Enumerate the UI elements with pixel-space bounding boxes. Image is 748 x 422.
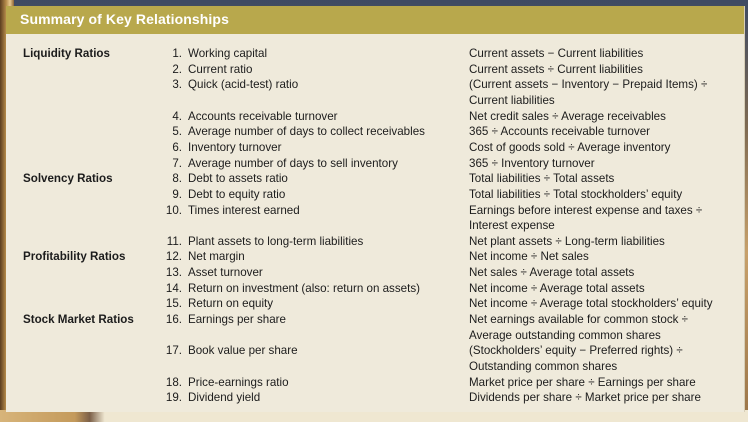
table-row: Outstanding common shares bbox=[6, 359, 744, 375]
ratio-name: Inventory turnover bbox=[188, 140, 282, 154]
ratio-name: Current ratio bbox=[188, 62, 253, 76]
ratio-number: 8. bbox=[172, 172, 182, 186]
ratio-name: Accounts receivable turnover bbox=[188, 109, 338, 123]
table-row: Stock Market Ratios 16. Earnings per share… bbox=[6, 312, 744, 328]
ratio-number: 1. bbox=[172, 47, 182, 60]
ratio-name: Price-earnings ratio bbox=[188, 375, 289, 389]
ratio-formula: Cost of goods sold ÷ Average inventory bbox=[469, 140, 671, 154]
ratio-number: 12. bbox=[165, 250, 182, 264]
ratio-formula: Net earnings available for common stock … bbox=[469, 313, 689, 327]
ratio-category: Solvency Ratios bbox=[23, 172, 113, 186]
table-row: Interest expense bbox=[6, 218, 744, 234]
table-row: Current liabilities bbox=[6, 93, 744, 109]
table-row: 19. Dividend yield Dividends per share ÷ M… bbox=[6, 390, 744, 406]
table-row: Liquidity Ratios 1. Working capital Current… bbox=[6, 46, 744, 62]
ratio-number: 4. bbox=[172, 109, 182, 123]
ratio-formula: Net plant assets ÷ Long-term liabilities bbox=[469, 234, 665, 248]
ratio-formula: Net income ÷ Average total stockholders’… bbox=[469, 297, 713, 311]
table-row: Profitability Ratios 12. Net margin Net inc… bbox=[6, 249, 744, 265]
ratio-formula: (Current assets − Inventory − Prepaid It… bbox=[469, 78, 708, 92]
table-row: 6. Inventory turnover Cost of goods sold ÷… bbox=[6, 140, 744, 156]
ratio-formula: Market price per share ÷ Earnings per sh… bbox=[469, 375, 696, 389]
ratio-formula: (Stockholders’ equity − Preferred rights… bbox=[469, 344, 683, 358]
ratio-name: Quick (acid-test) ratio bbox=[188, 78, 299, 92]
ratio-formula: 365 ÷ Inventory turnover bbox=[469, 156, 595, 170]
ratio-name: Times interest earned bbox=[188, 203, 300, 217]
panel-header: Summary of Key Relationships bbox=[6, 6, 744, 34]
ratio-formula: Outstanding common shares bbox=[469, 360, 618, 373]
ratio-formula: Current assets − Current liabilities bbox=[469, 47, 644, 60]
table-row: 5. Average number of days to collect rece… bbox=[6, 124, 744, 140]
ratio-name: Net margin bbox=[188, 250, 245, 264]
ratio-formula: Current liabilities bbox=[469, 93, 555, 107]
table-row: Average outstanding common shares bbox=[6, 328, 744, 344]
ratio-formula: Average outstanding common shares bbox=[469, 328, 661, 342]
table-row: Solvency Ratios 8. Debt to assets ratio Tot… bbox=[6, 171, 744, 187]
ratio-name: Average number of days to collect receiv… bbox=[188, 125, 425, 139]
ratio-name: Debt to equity ratio bbox=[188, 187, 286, 201]
ratio-name: Book value per share bbox=[188, 344, 298, 358]
ratio-name: Return on equity bbox=[188, 297, 274, 311]
ratio-number: 6. bbox=[172, 140, 182, 154]
ratio-name: Return on investment (also: return on as… bbox=[188, 281, 420, 295]
table-row: 7. Average number of days to sell invento… bbox=[6, 156, 744, 172]
ratio-formula: Total liabilities ÷ Total assets bbox=[469, 172, 615, 186]
table-row: 10. Times interest earned Earnings before … bbox=[6, 203, 744, 219]
ratio-name: Debt to assets ratio bbox=[188, 172, 288, 186]
ratio-name: Dividend yield bbox=[188, 391, 261, 405]
ratio-number: 11. bbox=[166, 234, 182, 248]
ratio-number: 14. bbox=[165, 281, 182, 295]
ratio-formula: Net income ÷ Net sales bbox=[469, 250, 589, 264]
ratio-number: 10. bbox=[165, 203, 182, 217]
ratio-number: 18. bbox=[165, 375, 182, 389]
ratio-number: 17. bbox=[165, 344, 182, 358]
ratio-number: 3. bbox=[172, 78, 182, 92]
ratio-number: 9. bbox=[172, 187, 182, 201]
ratio-name: Earnings per share bbox=[188, 313, 286, 327]
ratio-number: 2. bbox=[172, 62, 182, 76]
table-row: 4. Accounts receivable turnover Net credit… bbox=[6, 109, 744, 125]
ratio-formula: Net income ÷ Average total assets bbox=[469, 281, 645, 295]
ratio-formula: Net sales ÷ Average total assets bbox=[469, 266, 635, 280]
ratio-category: Stock Market Ratios bbox=[23, 313, 134, 327]
ratio-formula: 365 ÷ Accounts receivable turnover bbox=[469, 125, 651, 139]
ratio-formula: Current assets ÷ Current liabilities bbox=[469, 62, 643, 76]
ratio-number: 13. bbox=[165, 266, 182, 280]
ratio-formula: Interest expense bbox=[469, 219, 555, 233]
ratio-formula: Net credit sales ÷ Average receivables bbox=[469, 109, 666, 123]
ratio-name: Asset turnover bbox=[188, 266, 263, 280]
table-row: 11. Plant assets to long-term liabilities… bbox=[6, 234, 744, 250]
table-row: 9. Debt to equity ratio Total liabilities … bbox=[6, 187, 744, 203]
ratio-formula: Dividends per share ÷ Market price per s… bbox=[469, 391, 701, 405]
summary-panel: Summary of Key Relationships Liquidity R… bbox=[6, 6, 745, 412]
table-row: 18. Price-earnings ratio Market price per … bbox=[6, 375, 744, 391]
ratio-formula: Earnings before interest expense and tax… bbox=[469, 203, 703, 217]
table-row: 3. Quick (acid-test) ratio (Current assets… bbox=[6, 77, 744, 93]
ratio-number: 7. bbox=[172, 156, 182, 170]
ratio-formula: Total liabilities ÷ Total stockholders’ … bbox=[469, 187, 683, 201]
table-row: 13. Asset turnover Net sales ÷ Average tot… bbox=[6, 265, 744, 281]
ratio-number: 16. bbox=[165, 313, 182, 327]
table-row: 14. Return on investment (also: return on… bbox=[6, 281, 744, 297]
ratio-category: Liquidity Ratios bbox=[23, 47, 110, 60]
ratio-name: Average number of days to sell inventory bbox=[188, 156, 398, 170]
ratio-name: Working capital bbox=[188, 47, 268, 60]
table-row: 15. Return on equity Net income ÷ Average … bbox=[6, 296, 744, 312]
panel-title: Summary of Key Relationships bbox=[20, 11, 229, 27]
background-bottom-strip bbox=[0, 410, 748, 422]
table-row: 17. Book value per share (Stockholders’ eq… bbox=[6, 343, 744, 359]
ratio-number: 5. bbox=[172, 125, 182, 139]
table-row: 2. Current ratio Current assets ÷ Current … bbox=[6, 62, 744, 78]
ratio-name: Plant assets to long-term liabilities bbox=[188, 234, 364, 248]
ratio-number: 19. bbox=[165, 391, 182, 405]
ratio-category: Profitability Ratios bbox=[23, 250, 126, 264]
ratio-number: 15. bbox=[165, 297, 182, 311]
